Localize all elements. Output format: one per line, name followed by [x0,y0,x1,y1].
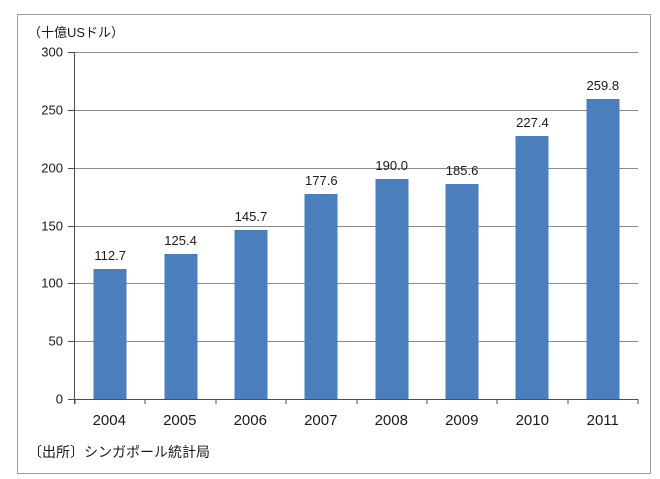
y-tick-label: 150 [41,218,63,233]
x-category-label: 2007 [304,412,338,429]
y-tick-label: 100 [41,275,63,291]
bar-column: 185.6 [427,52,497,399]
bar-column: 145.7 [216,52,286,399]
source-note: 〔出所〕シンガポール統計局 [28,444,210,460]
x-axis-tick [144,399,146,404]
y-axis-unit-label: （十億USドル） [28,25,125,40]
bar-2005 [164,253,198,399]
bar-value-label: 145.7 [234,209,268,225]
bar-value-label: 190.0 [375,158,408,174]
y-axis-tick [68,283,75,285]
bars-container: 112.7 125.4 145.7 177.6 190.0 185.6 227.4 259.8 [75,52,638,399]
x-category-label: 2010 [515,412,549,429]
bar-column: 190.0 [357,52,427,399]
x-axis-tick [74,399,76,404]
bar-value-label: 259.8 [586,77,620,93]
y-tick-label: 0 [55,391,63,407]
y-axis-tick [68,52,75,53]
y-axis-tick [68,109,75,111]
x-axis-tick [285,399,287,404]
bar-2007 [304,193,338,399]
gridline [75,109,638,111]
x-category-label: 2005 [163,412,197,429]
bar-value-label: 185.6 [445,163,479,179]
chart-frame: （十億USドル） 300 250 200 150 100 50 0 112.7 125.4 14… [17,14,651,474]
bar-value-label: 125.4 [164,232,197,248]
bar-value-label: 177.6 [305,172,338,188]
y-axis-tick [68,225,75,227]
bar-2009 [445,184,479,399]
bar-column: 112.7 [75,52,145,399]
y-tick-label: 200 [41,160,63,176]
bar-2010 [515,135,549,399]
bar-column: 227.4 [497,52,567,399]
x-axis-tick [637,399,639,404]
x-axis-tick [215,399,217,404]
x-category-label: 2006 [233,412,267,429]
bar-column: 125.4 [145,52,215,399]
x-axis-tick [496,399,498,404]
plot-area: 300 250 200 150 100 50 0 112.7 125.4 145.7 177.6 1… [41,45,639,407]
x-category-label: 2009 [445,412,479,429]
gridline [75,341,638,343]
y-tick-label: 300 [41,44,63,60]
y-axis-tick [68,341,75,343]
bar-value-label: 227.4 [516,114,549,130]
gridline [75,167,638,169]
bar-2008 [375,179,409,399]
x-axis-tick [356,399,357,404]
y-axis-tick [68,167,75,169]
x-axis-tick [567,399,569,404]
gridline [75,225,638,227]
bar-column: 259.8 [568,52,638,399]
x-axis-tick [426,399,428,404]
gridline [75,52,638,53]
x-category-label: 2004 [92,412,126,429]
gridline [75,283,638,285]
bar-value-label: 112.7 [94,247,126,263]
y-tick-label: 250 [41,102,63,118]
y-tick-label: 50 [48,333,63,349]
bar-2006 [234,230,268,399]
y-axis-tick [68,399,75,400]
x-axis-labels: 2004 2005 2006 2007 2008 2009 2010 2011 [74,412,638,429]
bar-2011 [586,98,620,399]
x-category-label: 2011 [586,412,619,429]
bar-column: 177.6 [286,52,356,399]
x-category-label: 2008 [374,412,408,429]
bar-2004 [93,268,127,399]
